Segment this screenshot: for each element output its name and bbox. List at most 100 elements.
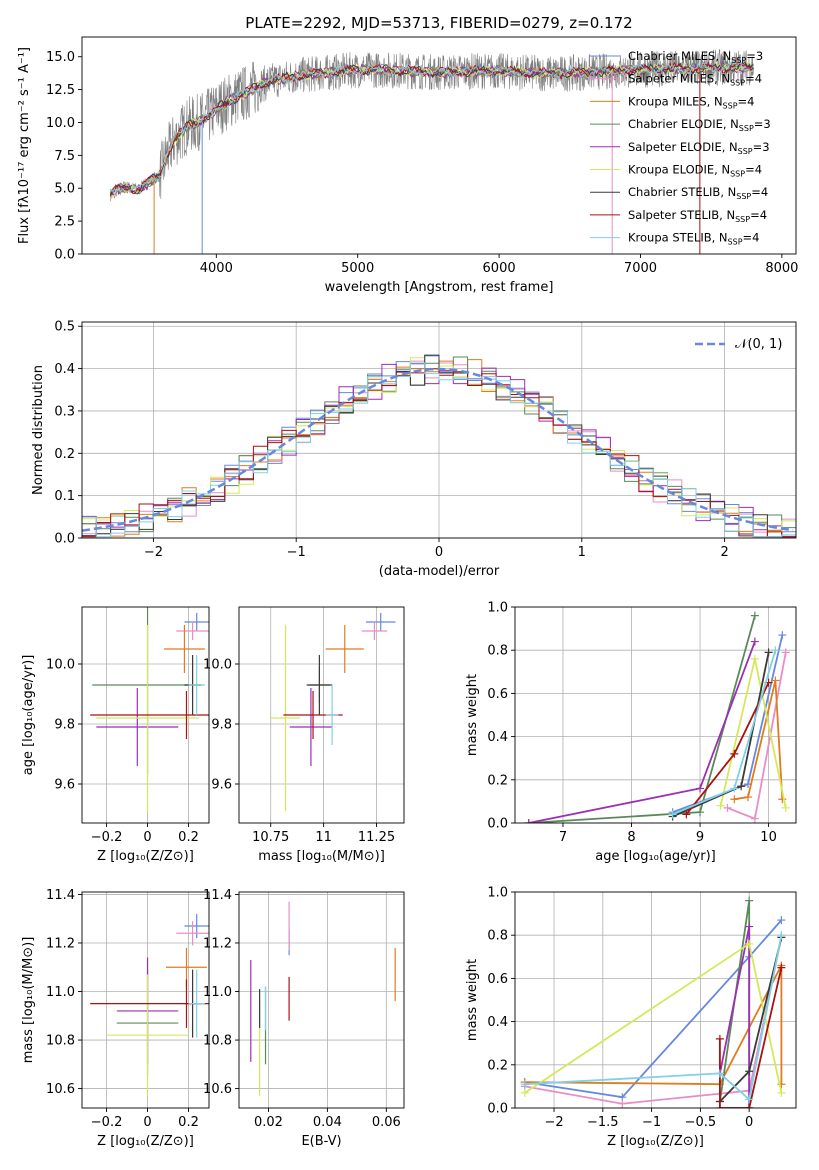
residual-histogram (82, 368, 796, 538)
mass-weight-marker (618, 1099, 627, 1108)
mass-weight-marker (745, 1067, 754, 1076)
legend-entry: Salpeter MILES, NSSP=4 (628, 72, 762, 88)
mass-vs-z-plot-area (82, 892, 209, 1108)
legend-entry: Salpeter STELIB, NSSP=4 (628, 208, 767, 224)
mass-weight-marker (520, 1080, 529, 1089)
y-tick-label: 0.4 (487, 730, 508, 745)
figure-title: PLATE=2292, MJD=53713, FIBERID=0279, z=0… (245, 14, 632, 32)
x-tick-label: 2 (720, 545, 728, 560)
x-tick-label: −2 (144, 545, 163, 560)
x-tick-label: 0.2 (178, 1115, 199, 1130)
y-tick-label: 0.2 (487, 1058, 508, 1073)
x-tick-label: 1 (578, 545, 586, 560)
y-tick-label: 2.5 (54, 215, 75, 230)
y-tick-label: 0.0 (487, 817, 508, 832)
y-axis-label: mass weight (465, 959, 480, 1041)
residuals-plot-area (82, 322, 796, 538)
y-tick-label: 11.2 (203, 936, 232, 951)
x-axis-label: mass [log₁₀(M/M⊙)] (258, 849, 385, 864)
y-tick-label: 10.6 (46, 1082, 75, 1097)
legend-entry: 𝒩(0, 1) (735, 337, 782, 352)
y-axis-label: Flux [fλ10⁻¹⁷ erg cm⁻² s⁻¹ A⁻¹] (17, 47, 32, 244)
mass-weight-marker (750, 637, 759, 646)
x-tick-label: 7 (559, 830, 567, 845)
normal-reference-curve (82, 367, 794, 532)
y-tick-label: 0.2 (487, 773, 508, 788)
mass-weight-line (524, 942, 783, 1094)
x-axis-label: age [log₁₀(age/yr)] (595, 849, 716, 864)
x-tick-label: −0.2 (91, 1115, 123, 1130)
x-tick-label: 0 (143, 830, 151, 845)
y-tick-label: 10.0 (46, 116, 75, 131)
x-tick-label: 0.06 (372, 1115, 401, 1130)
y-axis-label: age [log₁₀(age/yr)] (21, 655, 36, 776)
x-axis-label: (data-model)/error (379, 564, 500, 579)
x-tick-label: 10 (760, 830, 777, 845)
legend-entry: Kroupa MILES, NSSP=4 (628, 94, 754, 110)
x-tick-label: 8 (627, 830, 635, 845)
mass-weight-marker (745, 1095, 754, 1104)
mass-weight-marker (723, 803, 732, 812)
y-tick-label: 1.0 (487, 886, 508, 901)
x-tick-label: 7000 (624, 261, 657, 276)
age-vs-z-frame (81, 606, 210, 824)
mass-weight-marker (744, 793, 753, 802)
y-tick-label: 10.8 (203, 1034, 232, 1049)
mass-weight-marker (750, 814, 759, 823)
mass-weight-marker (781, 803, 790, 812)
massweight-vs-z-frame (514, 891, 797, 1109)
mass-weight-marker (745, 896, 754, 905)
y-tick-label: 12.5 (46, 83, 75, 98)
x-tick-label: −1 (642, 1115, 661, 1130)
x-tick-label: 6000 (483, 261, 516, 276)
mass-vs-ebv-plot-area (239, 892, 404, 1108)
y-tick-label: 1.0 (487, 601, 508, 616)
age-vs-mass-panel: 10.75 11 11.25 9.6 9.8 10.0 mass [log₁₀(M/M⊙)] (203, 606, 405, 864)
x-tick-label: 0.04 (313, 1115, 342, 1130)
y-tick-label: 0.6 (487, 972, 508, 987)
model-line (110, 61, 754, 195)
mass-weight-marker (715, 1034, 724, 1043)
y-tick-label: 10.6 (203, 1082, 232, 1097)
mass-weight-line (524, 935, 783, 1102)
x-axis-label: Z [log₁₀(Z/Z⊙)] (97, 849, 194, 864)
mass-weight-marker (745, 922, 754, 931)
y-tick-label: 10.0 (46, 658, 75, 673)
mass-vs-z-panel: −0.2 0 0.2 10.6 10.8 11.0 11.2 11.4 Z [log₁₀(Z/Z… (21, 888, 210, 1149)
x-tick-label: 0 (435, 545, 443, 560)
mass-weight-marker (520, 1088, 529, 1097)
mass-weight-marker (696, 808, 705, 817)
y-tick-label: 0.5 (54, 320, 75, 335)
age-vs-z-plot-area (82, 607, 209, 823)
mass-weight-marker (730, 795, 739, 804)
massweight-vs-age-plot-area (515, 607, 796, 823)
age-vs-mass-plot-area (239, 607, 404, 823)
y-axis-label: Normed distribution (31, 365, 46, 495)
mass-vs-z-frame (81, 891, 210, 1109)
model-line (109, 61, 754, 194)
legend-entry: Chabrier STELIB, NSSP=4 (628, 185, 768, 201)
y-tick-label: 0.4 (54, 362, 75, 377)
x-tick-label: 9 (696, 830, 704, 845)
x-tick-label: −2 (544, 1115, 563, 1130)
y-axis-label: mass weight (465, 674, 480, 756)
x-tick-label: −1.5 (587, 1115, 619, 1130)
massweight-vs-age-frame (514, 606, 797, 824)
mass-weight-marker (715, 1104, 724, 1108)
mass-vs-ebv-panel: 0.02 0.04 0.06 10.6 10.8 11.0 11.2 11.4 E(B-V) (203, 888, 405, 1149)
y-tick-label: 5.0 (54, 182, 75, 197)
y-tick-label: 9.8 (54, 718, 75, 733)
massweight-vs-z-panel: −2 −1.5 −1 −0.5 0 0.0 0.2 0.4 0.6 0.8 1.0 Z [log₁₀(… (465, 886, 797, 1149)
mass-weight-marker (730, 784, 739, 793)
y-tick-label: 0.4 (487, 1015, 508, 1030)
y-tick-label: 0.0 (54, 248, 75, 263)
mass-weight-marker (777, 963, 786, 972)
y-tick-label: 11.0 (46, 985, 75, 1000)
massweight-vs-z-plot-area (515, 892, 796, 1108)
mass-weight-marker (778, 631, 787, 640)
mass-weight-marker (777, 916, 786, 925)
x-tick-label: −1 (287, 545, 306, 560)
x-tick-label: 0.2 (178, 830, 199, 845)
x-tick-label: 4000 (200, 261, 233, 276)
